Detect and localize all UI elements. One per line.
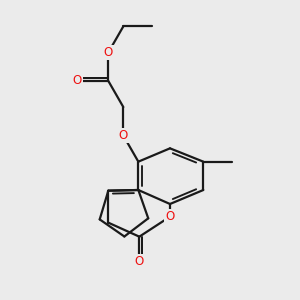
Text: O: O bbox=[135, 255, 144, 268]
Text: O: O bbox=[104, 46, 113, 59]
Text: O: O bbox=[165, 210, 175, 223]
Text: O: O bbox=[73, 74, 82, 88]
Text: O: O bbox=[119, 129, 128, 142]
